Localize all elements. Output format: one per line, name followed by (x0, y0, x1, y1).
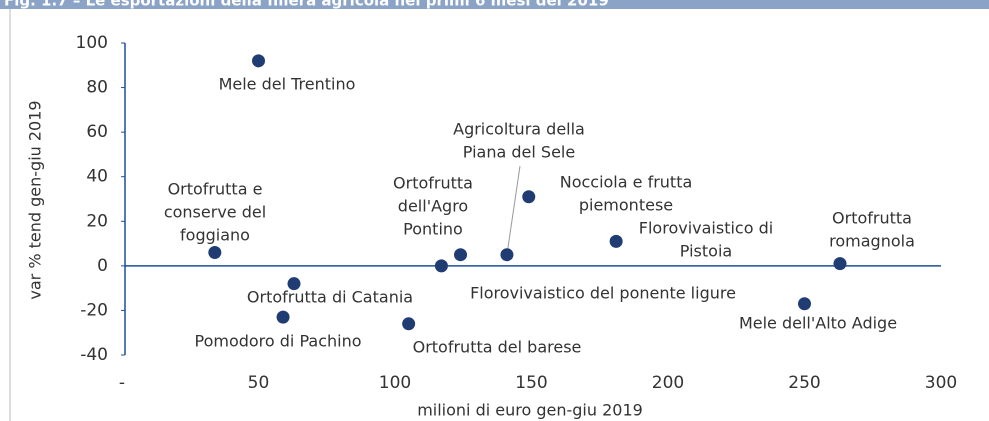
point-label: Mele dell'Alto Adige (739, 314, 897, 333)
point-label: Pistoia (680, 242, 732, 261)
point (208, 245, 222, 259)
point-label: dell'Agro (398, 197, 468, 216)
leader-line (506, 165, 521, 255)
point-label: piemontese (579, 196, 673, 215)
chart-title: Fig. 1.7 – Le esportazioni della filiera… (4, 0, 609, 10)
point-label: Ortofrutta del barese (413, 338, 582, 357)
point-label: Florovivaistico di (639, 219, 773, 238)
y-tick-label: 100 (76, 33, 108, 53)
y-tick-label: -20 (80, 300, 108, 320)
point-label: Piana del Sele (463, 143, 575, 162)
point-label: Florovivaistico del ponente ligure (470, 284, 736, 303)
y-tick-label: 20 (86, 211, 108, 231)
x-tick-label: 200 (652, 373, 684, 393)
point-label: Ortofrutta (832, 209, 912, 228)
x-tick-label: 300 (925, 373, 957, 393)
point-label: Ortofrutta (393, 174, 473, 193)
x-tick-label: 100 (379, 373, 411, 393)
point-label: Ortofrutta e (168, 180, 263, 199)
point-label: Pomodoro di Pachino (194, 332, 361, 351)
point (798, 297, 811, 311)
y-tick-label: 60 (86, 122, 108, 142)
point-label: romagnola (829, 232, 915, 251)
x-tick-label: 50 (248, 373, 270, 393)
point-label: Nocciola e frutta (560, 173, 693, 192)
y-tick-label: 40 (86, 167, 108, 187)
point (252, 54, 265, 68)
point (609, 234, 623, 248)
x-tick-label: - (119, 373, 125, 393)
point-label: Mele del Trentino (219, 75, 356, 94)
point (434, 259, 448, 273)
y-tick-label: -40 (80, 345, 108, 365)
point (500, 248, 514, 262)
point (454, 248, 468, 262)
y-tick-label: 80 (86, 78, 108, 98)
y-tick-label: 0 (97, 256, 108, 276)
point (402, 317, 416, 331)
y-axis-title: var % tend gen-giu 2019 (26, 100, 45, 299)
point (287, 277, 301, 291)
point-label: foggiano (180, 226, 250, 245)
point (522, 190, 536, 204)
x-tick-label: 250 (788, 373, 820, 393)
header-band (0, 0, 989, 9)
point (833, 257, 847, 271)
point (276, 310, 290, 324)
point-label: Ortofrutta di Catania (247, 288, 413, 307)
point-label: Agricoltura della (453, 120, 585, 139)
point-label: Pontino (403, 220, 463, 239)
x-axis-title: milioni di euro gen-giu 2019 (417, 401, 643, 420)
x-tick-label: 150 (515, 373, 547, 393)
point-label: conserve del (164, 203, 266, 222)
